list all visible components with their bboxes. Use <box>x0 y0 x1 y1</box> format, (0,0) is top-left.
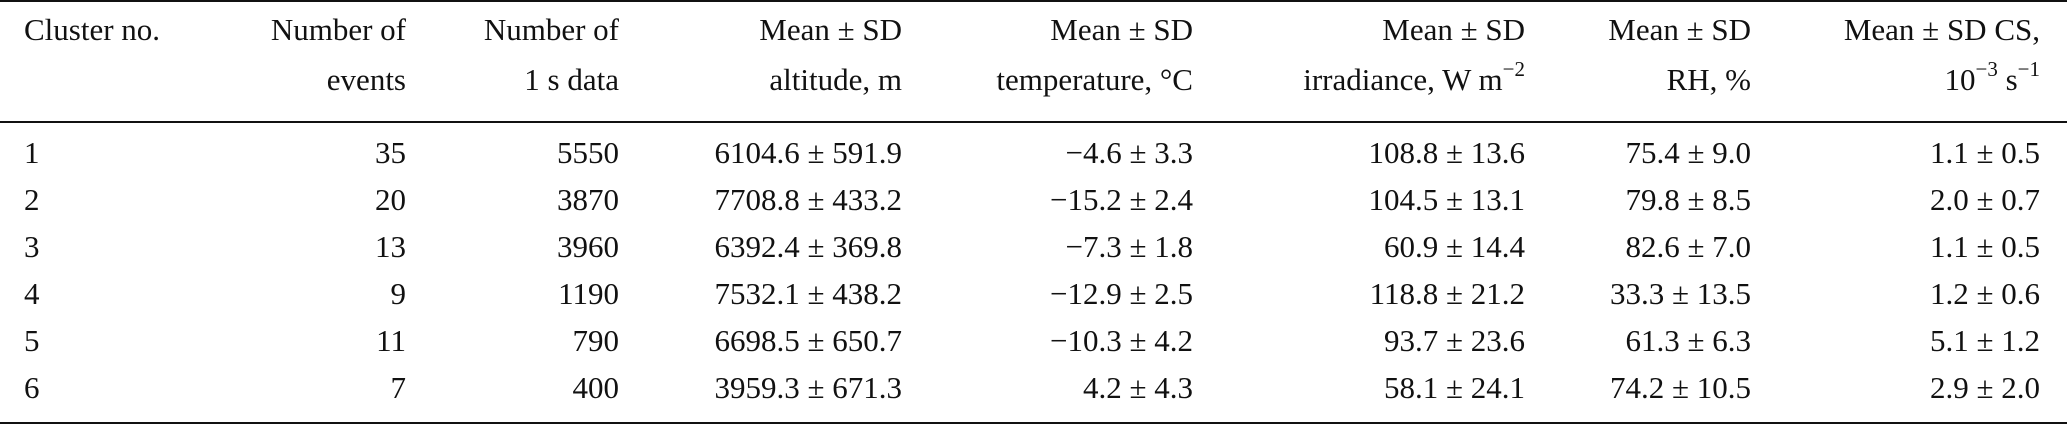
cell-1s-data: 1190 <box>558 276 619 311</box>
cell-irradiance: 60.9 ± 14.4 <box>1383 229 1525 264</box>
header-cluster-no: Cluster no. <box>24 12 161 47</box>
cell-rh: 61.3 ± 6.3 <box>1625 323 1751 358</box>
cell-temperature: −10.3 ± 4.2 <box>1050 323 1193 358</box>
cell-events: 9 <box>390 276 407 311</box>
cell-1s-data: 3870 <box>557 182 619 217</box>
cell-irradiance: 108.8 ± 13.6 <box>1368 135 1525 170</box>
cell-cs: 1.1 ± 0.5 <box>1929 229 2040 264</box>
cell-cs: 2.0 ± 0.7 <box>1929 182 2040 217</box>
cell-irradiance: 118.8 ± 21.2 <box>1369 276 1525 311</box>
header-1s-data-line1: Number of <box>483 12 619 47</box>
cell-events: 20 <box>375 182 406 217</box>
cell-1s-data: 5550 <box>557 135 619 170</box>
cell-irradiance: 104.5 ± 13.1 <box>1368 182 1525 217</box>
cell-cluster-no: 5 <box>24 323 40 358</box>
cell-rh: 75.4 ± 9.0 <box>1625 135 1751 170</box>
header-altitude-line2: altitude, m <box>769 62 902 97</box>
cell-cluster-no: 2 <box>24 182 40 217</box>
cell-temperature: −7.3 ± 1.8 <box>1065 229 1194 264</box>
cell-altitude: 6698.5 ± 650.7 <box>714 323 902 358</box>
cell-temperature: 4.2 ± 4.3 <box>1082 370 1193 405</box>
cell-1s-data: 790 <box>572 323 620 358</box>
header-cs-line1: Mean ± SD CS, <box>1843 12 2040 47</box>
header-altitude-line1: Mean ± SD <box>759 12 902 47</box>
cell-events: 13 <box>375 229 406 264</box>
header-irradiance-line1: Mean ± SD <box>1382 12 1525 47</box>
top-rule <box>0 0 2067 2</box>
cell-events: 11 <box>376 323 406 358</box>
cs-unit-base: 10 <box>1944 62 1976 97</box>
cell-irradiance: 58.1 ± 24.1 <box>1383 370 1525 405</box>
header-rh-line1: Mean ± SD <box>1608 12 1751 47</box>
bottom-rule <box>0 422 2067 424</box>
cell-rh: 33.3 ± 13.5 <box>1609 276 1751 311</box>
cell-rh: 79.8 ± 8.5 <box>1625 182 1751 217</box>
cell-cs: 1.1 ± 0.5 <box>1929 135 2040 170</box>
header-rule <box>0 121 2067 123</box>
header-1s-data-line2: 1 s data <box>524 62 619 97</box>
header-temperature-line1: Mean ± SD <box>1050 12 1193 47</box>
cell-altitude: 6392.4 ± 369.8 <box>714 229 902 264</box>
cell-temperature: −4.6 ± 3.3 <box>1065 135 1194 170</box>
header-irradiance-line2: irradiance, W m−2 <box>1303 56 1525 100</box>
cell-rh: 74.2 ± 10.5 <box>1609 370 1751 405</box>
cell-cluster-no: 3 <box>24 229 40 264</box>
cs-unit-seconds: s <box>1997 62 2018 97</box>
cell-altitude: 7532.1 ± 438.2 <box>714 276 902 311</box>
cell-cs: 1.2 ± 0.6 <box>1929 276 2040 311</box>
cs-unit-seconds-exponent: −1 <box>2017 56 2040 81</box>
cell-altitude: 6104.6 ± 591.9 <box>714 135 902 170</box>
cell-temperature: −12.9 ± 2.5 <box>1050 276 1193 311</box>
cell-altitude: 3959.3 ± 671.3 <box>714 370 902 405</box>
cell-1s-data: 3960 <box>557 229 619 264</box>
cell-cluster-no: 4 <box>24 276 40 311</box>
irradiance-unit: irradiance, W m <box>1303 62 1503 97</box>
cell-irradiance: 93.7 ± 23.6 <box>1383 323 1525 358</box>
cell-rh: 82.6 ± 7.0 <box>1625 229 1751 264</box>
irradiance-unit-exponent: −2 <box>1502 56 1525 81</box>
cell-cs: 5.1 ± 1.2 <box>1929 323 2040 358</box>
cell-cluster-no: 6 <box>24 370 40 405</box>
cell-events: 35 <box>375 135 406 170</box>
cs-unit-exponent: −3 <box>1975 56 1998 81</box>
header-temperature-line2: temperature, °C <box>996 62 1193 97</box>
cell-altitude: 7708.8 ± 433.2 <box>714 182 902 217</box>
cell-1s-data: 400 <box>572 370 620 405</box>
cell-cs: 2.9 ± 2.0 <box>1929 370 2040 405</box>
header-rh-line2: RH, % <box>1666 62 1751 97</box>
cell-events: 7 <box>390 370 407 405</box>
header-events-line1: Number of <box>270 12 406 47</box>
cell-temperature: −15.2 ± 2.4 <box>1050 182 1193 217</box>
cell-cluster-no: 1 <box>24 135 40 170</box>
header-cs-line2: 10−3 s−1 <box>1944 56 2040 100</box>
header-events-line2: events <box>326 62 406 97</box>
